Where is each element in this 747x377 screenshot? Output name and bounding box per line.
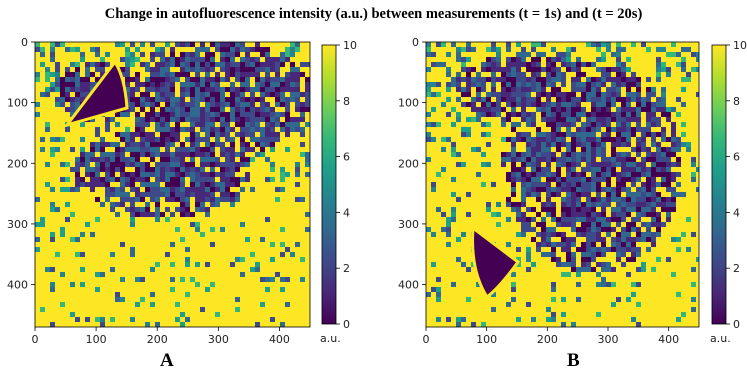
heatmap-image [35, 42, 310, 327]
y-tick-label: 100 [398, 97, 419, 110]
x-tick-label: 200 [537, 333, 558, 346]
colorbar-tick-label: 2 [733, 262, 740, 275]
colorbar-tick-label: 8 [343, 95, 350, 108]
colorbar-tick-label: 10 [733, 39, 747, 52]
colorbar-tick-label: 6 [733, 151, 740, 164]
x-tick-label: 300 [208, 333, 229, 346]
y-tick-label: 200 [7, 157, 28, 170]
colorbar-tick-label: 8 [733, 95, 740, 108]
x-tick-label: 0 [423, 333, 430, 346]
y-tick-label: 0 [412, 36, 419, 49]
y-tick-label: 300 [7, 218, 28, 231]
panel-label-b: B [567, 350, 580, 371]
y-tick-label: 400 [398, 279, 419, 292]
y-tick-label: 400 [7, 279, 28, 292]
colorbar-tick-label: 4 [733, 206, 740, 219]
panel-label-a: A [160, 350, 174, 371]
x-tick-label: 400 [269, 333, 290, 346]
y-tick-label: 100 [7, 97, 28, 110]
heatmap-image [426, 42, 699, 327]
colorbar-tick-label: 4 [343, 206, 350, 219]
colorbar [711, 44, 727, 325]
figure-title: Change in autofluorescence intensity (a.… [104, 6, 643, 22]
y-tick-label: 200 [398, 157, 419, 170]
x-tick-label: 100 [476, 333, 497, 346]
x-tick-label: 100 [86, 333, 107, 346]
colorbar-unit-label: a.u. [710, 332, 731, 345]
x-tick-label: 0 [32, 333, 39, 346]
colorbar-tick-label: 6 [343, 151, 350, 164]
colorbar [321, 44, 337, 325]
x-tick-label: 300 [598, 333, 619, 346]
y-tick-label: 0 [21, 36, 28, 49]
x-tick-label: 400 [658, 333, 679, 346]
colorbar-tick-label: 2 [343, 262, 350, 275]
y-tick-label: 300 [398, 218, 419, 231]
colorbar-tick-label: 0 [343, 318, 350, 331]
x-tick-label: 200 [147, 333, 168, 346]
colorbar-unit-label: a.u. [320, 332, 341, 345]
colorbar-tick-label: 0 [733, 318, 740, 331]
colorbar-tick-label: 10 [343, 39, 357, 52]
